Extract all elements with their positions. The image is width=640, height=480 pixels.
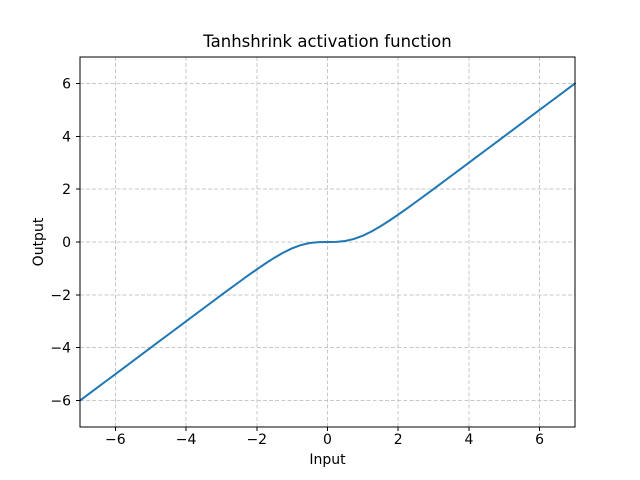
y-tick-label: 6 [62,76,71,92]
y-tick-label: 4 [62,129,71,145]
x-tick-label: −6 [105,432,126,448]
x-tick-labels: −6 −4 −2 0 2 4 6 [105,432,544,448]
horizontal-grid-lines [80,82,575,402]
x-tick-label: 0 [323,432,332,448]
x-tick-label: 6 [535,432,544,448]
x-tick-label: −4 [176,432,197,448]
axes-border [79,56,576,428]
y-tick-labels: −6 −4 −2 0 2 4 6 [50,76,71,409]
x-tick-label: −2 [246,432,267,448]
y-axis-label: Output [31,217,47,266]
y-tick-label: −4 [50,341,71,357]
y-tick-label: 0 [62,235,71,251]
y-tick-label: −6 [50,394,71,410]
x-tick-label: 2 [394,432,403,448]
x-axis-label: Input [309,452,346,468]
x-tick-label: 4 [464,432,473,448]
tanhshrink-curve [79,82,576,402]
chart-title: Tanhshrink activation function [202,32,451,51]
axis-tick-marks [76,82,541,431]
y-tick-label: 2 [62,182,71,198]
y-tick-label: −2 [50,288,71,304]
